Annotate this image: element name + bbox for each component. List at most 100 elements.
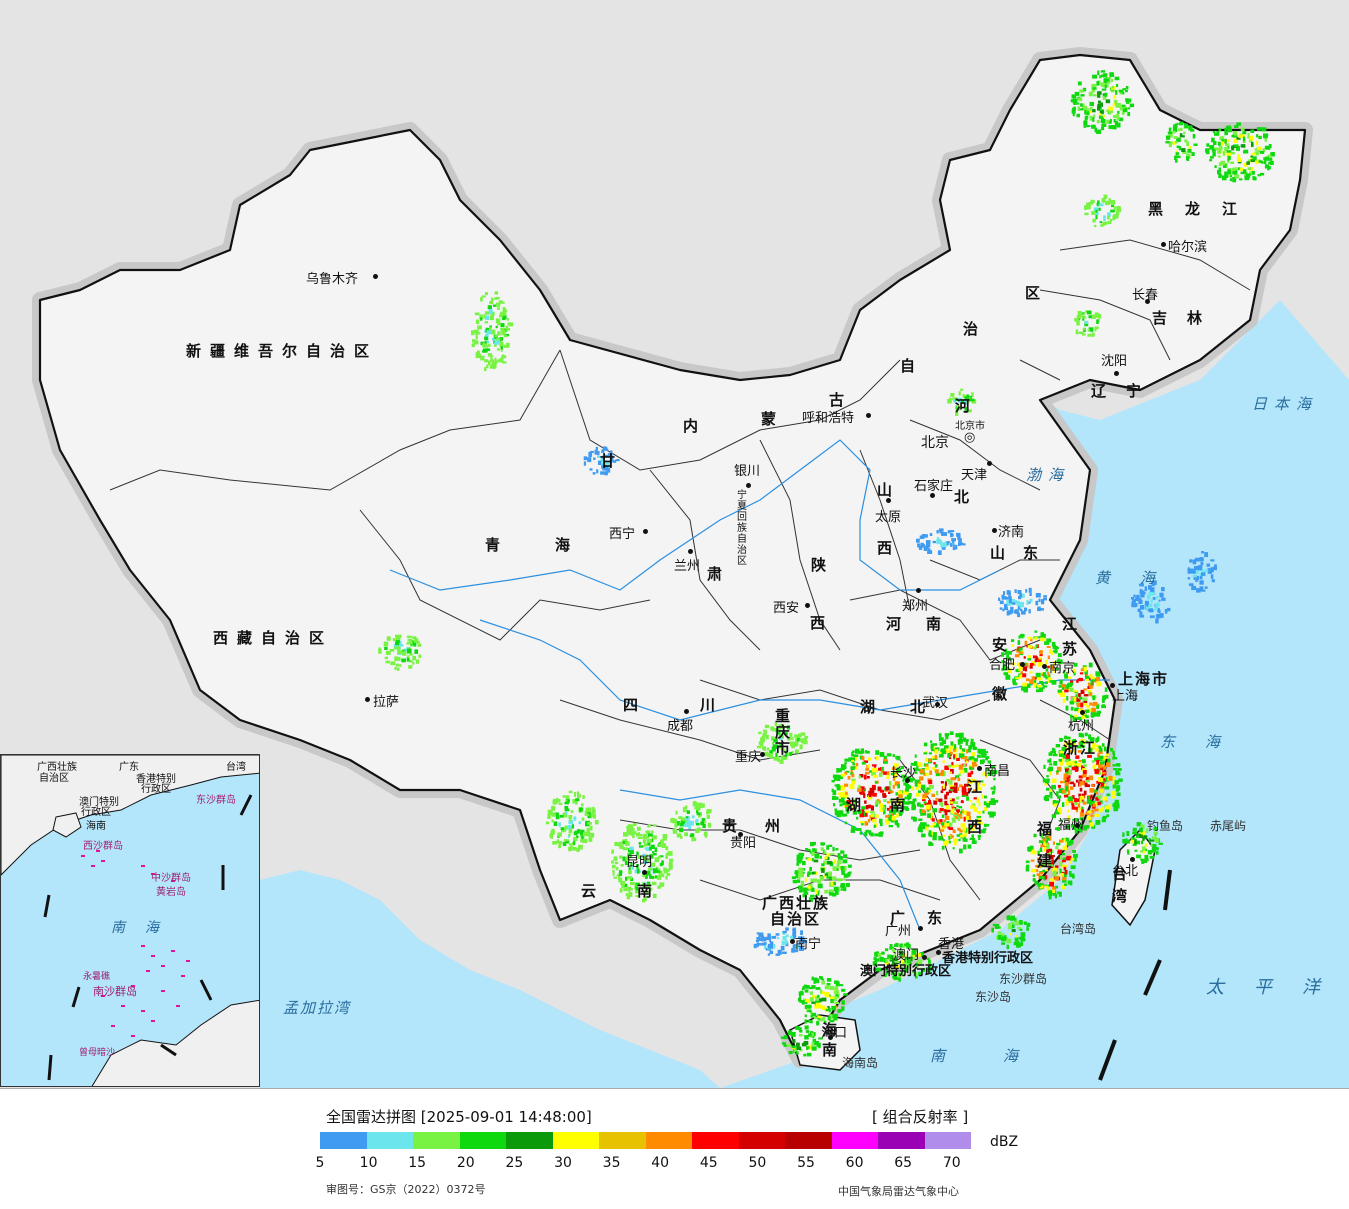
radar-echo [1082,768,1087,772]
radar-echo [771,746,776,752]
radar-echo [590,834,594,838]
radar-echo [923,801,927,804]
radar-echo [1072,717,1077,722]
radar-map[interactable]: 新疆维吾尔自治区 西藏自治区 青海 甘 肃 内 蒙 古 自 治 区 黑龙江 吉林… [0,0,1349,1088]
radar-echo [649,874,652,879]
radar-echo [962,791,966,796]
radar-echo [954,544,958,550]
legend-tick-label: 15 [408,1155,427,1171]
radar-echo [948,836,951,840]
radar-echo [506,318,510,321]
radar-echo [935,797,938,801]
radar-echo [1052,670,1056,673]
radar-echo [624,841,630,846]
radar-echo [1070,858,1075,861]
radar-echo [552,799,557,805]
radar-echo [1006,938,1012,944]
city-dot [905,778,910,783]
radar-echo [1019,928,1023,931]
legend-tick-label: 35 [602,1155,621,1171]
radar-echo [1055,885,1058,889]
city-lhasa: 拉萨 [373,695,400,710]
radar-echo [1139,834,1143,839]
south-china-sea-inset[interactable]: 广西壮族 自治区 广东 台湾 香港特别 行政区 东沙群岛 澳门特别 行政区 海南… [0,754,260,1087]
radar-echo [591,808,596,814]
radar-echo [939,802,944,806]
radar-echo [835,891,839,895]
radar-echo [403,648,409,652]
radar-echo [1074,800,1078,806]
radar-echo [667,851,673,856]
radar-echo [1078,807,1081,811]
radar-echo [956,532,961,537]
radar-echo [1086,815,1091,821]
radar-echo [471,330,475,336]
radar-echo [998,926,1001,929]
inset-island-marker [151,955,155,957]
radar-echo [789,751,793,756]
radar-echo [824,856,828,860]
radar-echo [761,937,765,942]
radar-echo [484,367,487,372]
city-shenyang: 沈阳 [1101,354,1128,369]
radar-echo [919,769,925,774]
radar-echo [1156,595,1159,600]
radar-echo [501,317,506,321]
radar-echo [1081,809,1084,813]
radar-echo [831,876,837,881]
radar-echo [1036,864,1041,869]
radar-echo [809,997,814,1002]
radar-echo [1004,648,1008,653]
radar-echo [1102,756,1106,761]
radar-echo [1140,605,1144,610]
radar-echo [1093,207,1099,212]
radar-echo [407,638,413,642]
radar-echo [817,1017,823,1022]
radar-echo [974,779,977,782]
radar-echo [1049,881,1054,887]
radar-echo [771,935,777,939]
radar-echo [1142,846,1146,851]
radar-echo [508,322,514,327]
province-xi-2: 西 [967,818,992,836]
radar-echo [1115,788,1119,792]
radar-echo [822,1016,826,1022]
radar-echo [1092,117,1095,122]
radar-echo [1004,603,1008,609]
radar-echo [1106,793,1111,797]
radar-echo [503,328,508,332]
radar-echo [1066,760,1071,766]
radar-echo [1091,124,1096,129]
radar-echo [678,816,683,819]
radar-echo [877,952,882,958]
radar-echo [883,759,888,764]
radar-echo [932,822,936,826]
radar-echo [1006,599,1010,605]
radar-echo [1063,874,1067,878]
radar-echo [965,815,969,820]
radar-echo [825,1008,829,1012]
radar-echo [684,832,688,837]
radar-echo [812,841,816,845]
radar-echo [1062,698,1066,703]
radar-echo [864,800,867,804]
radar-echo [1037,850,1040,855]
radar-echo [973,764,978,767]
radar-echo [799,744,803,750]
radar-echo [1016,941,1020,944]
radar-echo [761,942,766,946]
radar-echo [968,756,972,761]
radar-echo [699,812,702,817]
radar-echo [1043,675,1048,678]
radar-echo [1065,771,1069,776]
radar-echo [957,777,961,782]
radar-echo [1086,777,1091,780]
legend-swatch [459,1132,506,1149]
radar-echo [1242,169,1247,174]
radar-echo [569,825,574,829]
radar-echo [1010,606,1014,611]
radar-echo [1057,784,1061,788]
radar-echo [597,451,600,456]
radar-echo [1226,151,1231,156]
radar-echo [1063,776,1067,781]
